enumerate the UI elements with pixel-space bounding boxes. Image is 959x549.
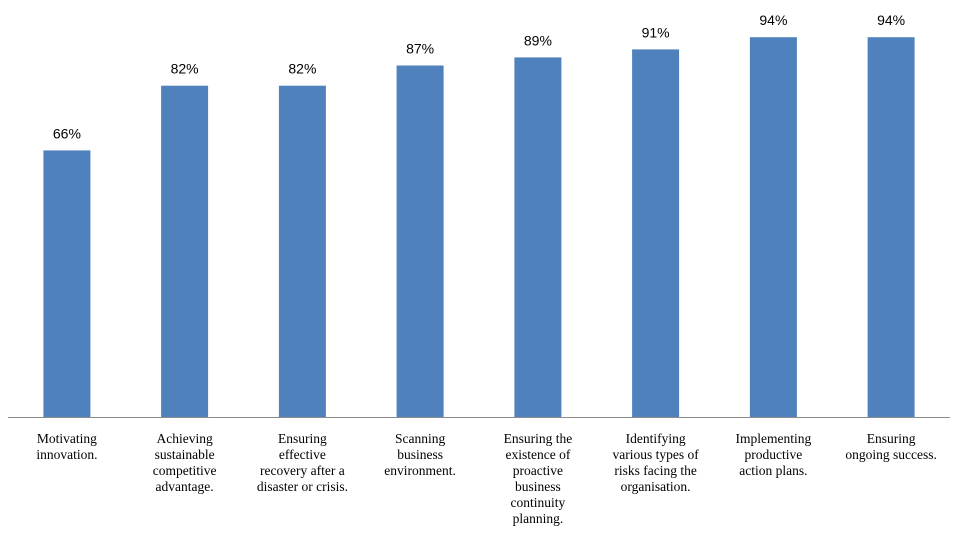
category-label-6: Identifying various types of risks facing … (612, 431, 699, 494)
category-label-7: Implementing productive action plans. (736, 431, 812, 478)
category-label-2: Achieving sustainable competitive advantage… (153, 431, 217, 494)
category-label-line: productive (745, 447, 803, 462)
value-labels-layer: 66% 82% 82% 87% 89% 91% 94% 94% (53, 12, 905, 141)
category-label-line: Ensuring (278, 431, 327, 446)
category-label-line: advantage. (156, 479, 214, 494)
data-label-6: 91% (642, 24, 670, 40)
bar-6 (632, 49, 680, 418)
category-label-3: Ensuring effective recovery after a disaste… (257, 431, 348, 494)
category-label-line: sustainable (155, 447, 215, 462)
data-label-7: 94% (759, 12, 787, 28)
category-label-line: business (397, 447, 443, 462)
category-label-line: Scanning (395, 431, 445, 446)
category-label-line: continuity (511, 495, 566, 510)
category-label-line: recovery after a (260, 463, 345, 478)
category-label-line: environment. (384, 463, 456, 478)
bar-8 (867, 37, 915, 417)
category-label-line: ongoing success. (845, 447, 937, 462)
category-label-4: Scanning business environment. (384, 431, 456, 478)
category-label-line: proactive (513, 463, 563, 478)
category-label-line: planning. (513, 511, 564, 526)
category-label-line: Ensuring the (504, 431, 573, 446)
data-label-4: 87% (406, 41, 434, 57)
category-label-5: Ensuring the existence of proactive busines… (504, 431, 573, 526)
category-label-line: competitive (153, 463, 217, 478)
category-label-line: existence of (505, 447, 570, 462)
data-label-8: 94% (877, 12, 905, 28)
bar-4 (396, 65, 444, 417)
category-label-line: effective (279, 447, 326, 462)
bar-2 (161, 85, 209, 417)
category-labels-layer: Motivating innovation. Achieving sustainabl… (36, 431, 937, 526)
bar-1 (43, 150, 91, 417)
category-label-8: Ensuring ongoing success. (845, 431, 937, 462)
category-label-line: Ensuring (867, 431, 916, 446)
data-label-2: 82% (171, 61, 199, 77)
category-label-line: disaster or crisis. (257, 479, 348, 494)
category-label-line: innovation. (36, 447, 97, 462)
data-label-3: 82% (288, 61, 316, 77)
bar-5 (514, 57, 562, 418)
category-label-line: business (515, 479, 561, 494)
category-label-line: action plans. (739, 463, 807, 478)
category-label-line: Identifying (626, 431, 686, 446)
bars-layer (43, 37, 915, 418)
bar-7 (749, 37, 797, 417)
category-label-line: risks facing the (614, 463, 696, 478)
data-label-1: 66% (53, 125, 81, 141)
category-label-1: Motivating innovation. (36, 431, 97, 462)
category-label-line: Implementing (736, 431, 812, 446)
category-label-line: various types of (612, 447, 699, 462)
category-label-line: Motivating (37, 431, 97, 446)
category-label-line: Achieving (156, 431, 212, 446)
data-label-5: 89% (524, 32, 552, 48)
bar-3 (278, 85, 326, 417)
category-label-line: organisation. (621, 479, 691, 494)
